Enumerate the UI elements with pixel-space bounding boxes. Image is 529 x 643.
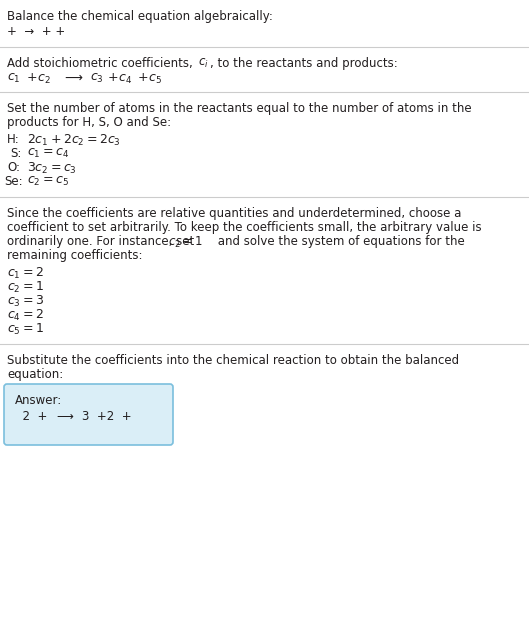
Text: Add stoichiometric coefficients,: Add stoichiometric coefficients,: [7, 57, 196, 70]
Text: $c_1 = 2$: $c_1 = 2$: [7, 266, 44, 281]
Text: $c_2 = c_5$: $c_2 = c_5$: [27, 175, 69, 188]
Text: Balance the chemical equation algebraically:: Balance the chemical equation algebraica…: [7, 10, 273, 23]
Text: $+c_5$: $+c_5$: [134, 72, 162, 86]
Text: $c_3$: $c_3$: [90, 72, 104, 85]
Text: $\longrightarrow$: $\longrightarrow$: [54, 72, 84, 85]
Text: $c_3 = 3$: $c_3 = 3$: [7, 294, 44, 309]
Text: products for H, S, O and Se:: products for H, S, O and Se:: [7, 116, 171, 129]
Text: Se:: Se:: [4, 175, 23, 188]
Text: H:: H:: [7, 133, 20, 146]
Text: $c_1 = c_4$: $c_1 = c_4$: [27, 147, 69, 160]
Text: $\longrightarrow$: $\longrightarrow$: [54, 410, 75, 423]
Text: Set the number of atoms in the reactants equal to the number of atoms in the: Set the number of atoms in the reactants…: [7, 102, 472, 115]
Text: 2  +: 2 +: [15, 410, 48, 423]
Text: 3  +2  +: 3 +2 +: [82, 410, 132, 423]
Text: $2 c_1 + 2 c_2 = 2 c_3$: $2 c_1 + 2 c_2 = 2 c_3$: [27, 133, 121, 148]
Text: Substitute the coefficients into the chemical reaction to obtain the balanced: Substitute the coefficients into the che…: [7, 354, 459, 367]
Text: ordinarily one. For instance, set: ordinarily one. For instance, set: [7, 235, 198, 248]
FancyBboxPatch shape: [4, 384, 173, 445]
Text: Answer:: Answer:: [15, 394, 62, 407]
Text: +  →  + +: + → + +: [7, 25, 65, 38]
Text: , to the reactants and products:: , to the reactants and products:: [210, 57, 398, 70]
Text: $3 c_2 = c_3$: $3 c_2 = c_3$: [27, 161, 77, 176]
Text: coefficient to set arbitrarily. To keep the coefficients small, the arbitrary va: coefficient to set arbitrarily. To keep …: [7, 221, 481, 234]
Text: $c_4 = 2$: $c_4 = 2$: [7, 308, 44, 323]
Text: $c_1$: $c_1$: [7, 72, 21, 85]
Text: O:: O:: [7, 161, 20, 174]
Text: $c_2 = 1$: $c_2 = 1$: [7, 280, 44, 295]
Text: remaining coefficients:: remaining coefficients:: [7, 249, 142, 262]
Text: S:: S:: [10, 147, 21, 160]
Text: $c_i$: $c_i$: [198, 57, 209, 70]
Text: $+c_4$: $+c_4$: [104, 72, 132, 86]
Text: and solve the system of equations for the: and solve the system of equations for th…: [214, 235, 464, 248]
Text: Since the coefficients are relative quantities and underdetermined, choose a: Since the coefficients are relative quan…: [7, 207, 461, 220]
Text: $c_5 = 1$: $c_5 = 1$: [7, 322, 44, 337]
Text: equation:: equation:: [7, 368, 63, 381]
Text: $+c_2$: $+c_2$: [23, 72, 51, 86]
Text: $c_2 = 1$: $c_2 = 1$: [169, 235, 203, 250]
